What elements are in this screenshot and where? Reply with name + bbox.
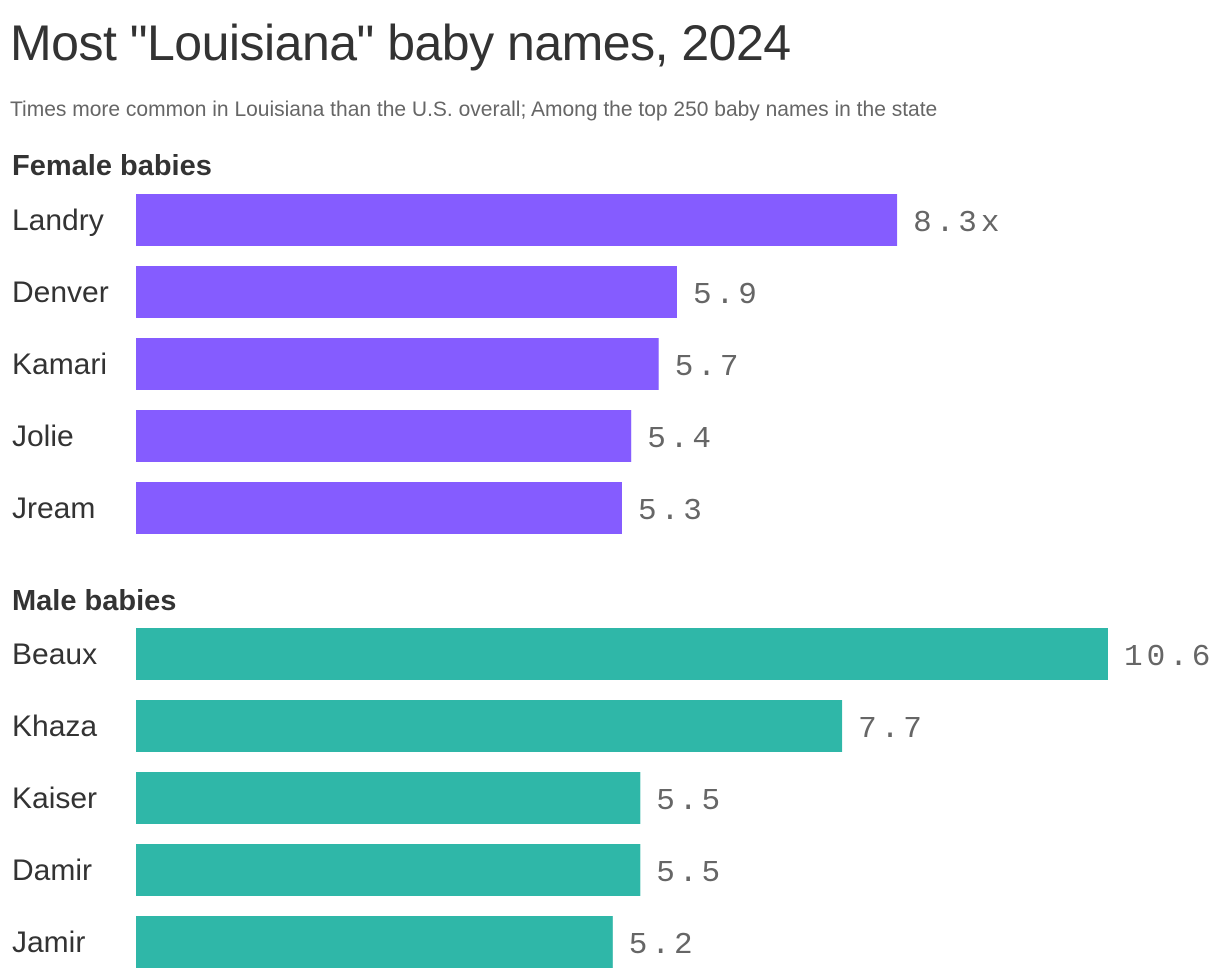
category-label: Jamir xyxy=(12,926,85,959)
category-label: Khaza xyxy=(12,710,97,743)
group-title: Male babies xyxy=(12,585,176,617)
category-label: Beaux xyxy=(12,638,97,671)
value-label: 5.2 xyxy=(629,928,697,963)
bar xyxy=(136,410,632,462)
bar xyxy=(136,916,613,968)
group-title: Female babies xyxy=(12,150,212,182)
bar xyxy=(136,266,677,318)
bar-group-0: Female babies Landry 8.3x Denver 5.9 Kamari 5.… xyxy=(12,150,1003,534)
category-label: Kaiser xyxy=(12,782,97,815)
category-label: Kamari xyxy=(12,348,107,381)
value-label: 5.7 xyxy=(675,350,743,385)
value-label: 5.9 xyxy=(693,278,761,313)
bar xyxy=(136,628,1108,680)
category-label: Denver xyxy=(12,276,109,309)
bar xyxy=(136,482,622,534)
value-label: 5.5 xyxy=(656,856,724,891)
value-label: 5.5 xyxy=(656,784,724,819)
bar xyxy=(136,844,641,896)
bar xyxy=(136,772,641,824)
value-label: 7.7 xyxy=(858,712,926,747)
value-label: 10.6 xyxy=(1124,640,1214,675)
category-label: Jream xyxy=(12,492,95,525)
category-label: Landry xyxy=(12,204,104,237)
value-label: 5.4 xyxy=(647,422,715,457)
bar-group-1: Male babies Beaux 10.6 Khaza 7.7 Kaiser 5.5 Dam… xyxy=(12,585,1214,968)
value-label: 8.3x xyxy=(913,206,1003,241)
bar xyxy=(136,700,843,752)
bar xyxy=(136,194,898,246)
bar xyxy=(136,338,659,390)
chart-title: Most "Louisiana" baby names, 2024 xyxy=(10,15,791,71)
chart-subtitle: Times more common in Louisiana than the … xyxy=(10,98,938,121)
category-label: Jolie xyxy=(12,420,74,453)
value-label: 5.3 xyxy=(638,494,706,529)
category-label: Damir xyxy=(12,854,92,887)
